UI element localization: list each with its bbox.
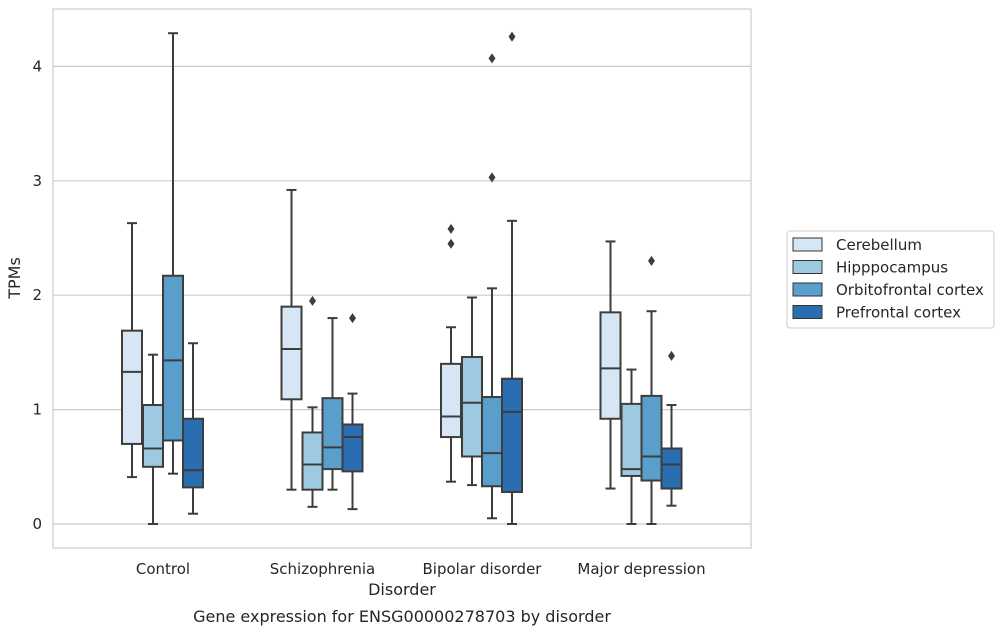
- legend-swatch: [792, 282, 823, 297]
- x-tick-label: Control: [136, 560, 190, 578]
- legend-label: Prefrontal cortex: [836, 304, 961, 322]
- outlier-point: [349, 313, 356, 324]
- box-iqr: [162, 274, 184, 442]
- box-1-3: [341, 313, 364, 511]
- y-axis-title: TPMs: [5, 257, 24, 300]
- box-3-3: [660, 350, 683, 507]
- outlier-point: [488, 53, 496, 64]
- outlier-point: [668, 350, 675, 361]
- box-2-1: [461, 296, 483, 487]
- legend-swatch: [792, 260, 823, 274]
- outlier-point: [488, 172, 496, 183]
- box-3-0: [599, 240, 622, 490]
- legend-frame: [786, 230, 995, 329]
- chart-caption: Gene expression for ENSG00000278703 by d…: [193, 607, 611, 626]
- box-iqr: [660, 447, 683, 490]
- box-iqr: [182, 417, 204, 489]
- y-tick-label: 4: [32, 57, 42, 75]
- legend-label: Cerebellum: [836, 236, 922, 254]
- box-2-3: [501, 31, 523, 525]
- box-iqr: [121, 329, 143, 445]
- box-0-1: [142, 353, 164, 525]
- outlier-point: [508, 31, 516, 42]
- box-0-0: [121, 222, 143, 479]
- boxes-layer: [121, 31, 683, 525]
- box-3-2: [640, 255, 663, 525]
- legend-label: Hipppocampus: [836, 259, 948, 277]
- legend-label: Orbitofrontal cortex: [836, 281, 984, 299]
- box-iqr: [321, 397, 344, 471]
- box-0-2: [162, 32, 184, 475]
- x-axis-title: Disorder: [368, 580, 436, 599]
- y-tick-labels: 0 1 2 3 4: [32, 57, 42, 533]
- box-iqr: [640, 394, 663, 482]
- x-tick-labels: Control Schizophrenia Bipolar disorder Majo…: [136, 560, 706, 578]
- outlier-point: [447, 238, 455, 249]
- y-tick-label: 2: [32, 286, 42, 304]
- box-1-0: [280, 188, 303, 491]
- y-tick-label: 0: [32, 515, 42, 533]
- box-iqr: [280, 305, 303, 401]
- legend-swatch: [792, 237, 823, 252]
- y-tick-label: 3: [32, 172, 42, 190]
- box-0-3: [182, 342, 204, 515]
- legend: Cerebellum Hipppocampus Orbitofrontal cort…: [786, 230, 995, 329]
- legend-swatch: [792, 305, 823, 319]
- box-1-2: [321, 317, 344, 491]
- outlier-point: [447, 223, 455, 234]
- box-iqr: [620, 402, 643, 477]
- box-iqr: [142, 404, 164, 468]
- outlier-point: [648, 255, 655, 266]
- x-tick-label: Bipolar disorder: [423, 560, 543, 578]
- box-iqr: [301, 431, 324, 491]
- x-tick-label: Major depression: [577, 560, 705, 578]
- box-2-0: [440, 223, 462, 483]
- box-iqr: [341, 423, 364, 473]
- outlier-point: [309, 295, 316, 306]
- box-3-1: [620, 368, 643, 525]
- box-iqr: [599, 311, 622, 420]
- x-tick-label: Schizophrenia: [270, 560, 375, 578]
- box-iqr: [501, 377, 523, 493]
- box-1-1: [301, 295, 324, 508]
- y-tick-label: 1: [32, 401, 42, 419]
- box-iqr: [440, 362, 462, 439]
- box-iqr: [481, 396, 503, 488]
- box-iqr: [461, 355, 483, 458]
